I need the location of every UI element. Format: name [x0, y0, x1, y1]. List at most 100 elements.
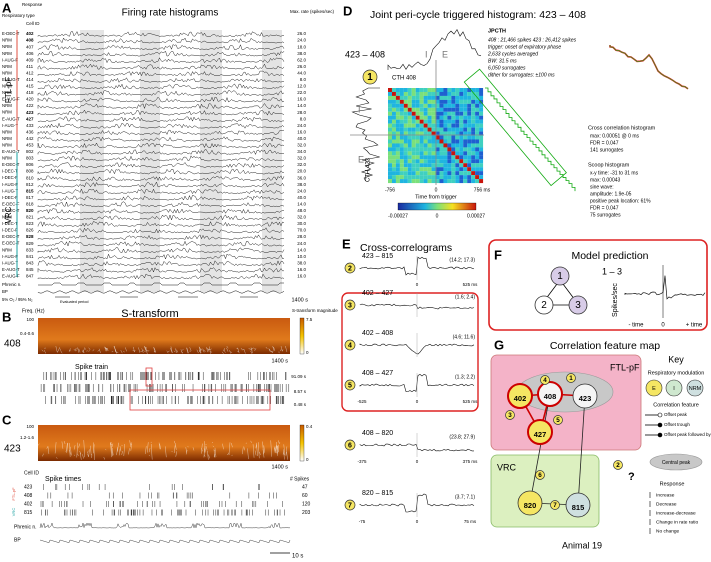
cc-stats: (4.6; 11.6)	[453, 334, 476, 340]
spectro-speckle	[69, 349, 71, 352]
highlight-box	[488, 239, 708, 331]
column-header: Respiratory type	[2, 13, 35, 18]
jpcth-cell	[459, 155, 464, 160]
jpcth-cell	[423, 99, 428, 104]
rate-trace	[37, 227, 285, 234]
max-rate: 28.0	[297, 234, 306, 239]
badge-number: 2	[348, 265, 352, 272]
spectro-speckle	[203, 446, 206, 458]
jpcth-cell	[395, 151, 400, 156]
spectro-speckle	[185, 450, 188, 455]
jpcth-cell	[443, 115, 448, 120]
jpcth-cell	[403, 143, 408, 148]
jpcth-cell	[431, 111, 436, 116]
jpcth-cell	[451, 175, 456, 180]
jpcth-cell	[388, 179, 392, 184]
pair-label: 408 – 427	[362, 370, 393, 377]
spectro-speckle	[73, 445, 76, 450]
jpcth-cell	[459, 175, 464, 180]
jpcth-cell	[427, 179, 432, 184]
rate-trace	[37, 260, 285, 267]
jpcth-cell	[407, 151, 412, 156]
period-label: Evaluated period	[60, 300, 89, 304]
spectro-speckle	[271, 351, 273, 353]
rate-trace	[37, 83, 285, 90]
jpcth-cell	[427, 151, 432, 156]
axis-tick: + time	[686, 323, 703, 329]
jpcth-cell	[399, 139, 404, 144]
spectro-speckle	[111, 445, 113, 457]
jpcth-cell	[435, 159, 440, 164]
spectro-speckle	[88, 449, 90, 458]
jpcth-cell	[443, 91, 448, 96]
rate-trace	[37, 116, 284, 122]
jpcth-cell	[451, 99, 456, 104]
block-line: max: 0.00043	[590, 177, 621, 183]
badge-number: 1	[367, 72, 373, 83]
jpcth-cell	[459, 88, 464, 92]
jpcth-cell	[467, 171, 472, 176]
jpcth-cell	[415, 127, 420, 132]
spectro-speckle	[247, 448, 249, 460]
key-swatch	[686, 379, 704, 397]
jpcth-cell	[399, 103, 404, 108]
jpcth-cell	[423, 155, 428, 160]
spectro-speckle	[270, 350, 273, 353]
jpcth-cell	[447, 139, 452, 144]
spectro-speckle	[150, 441, 152, 443]
spectro-speckle	[206, 347, 209, 353]
spectro-speckle	[70, 446, 72, 456]
max-rate: 20.0	[297, 169, 306, 174]
jpcth-cell	[423, 107, 428, 112]
jpcth-cell	[423, 167, 428, 172]
jpcth-cell	[407, 131, 412, 136]
jpcth-cell	[451, 88, 456, 92]
spectro-speckle	[144, 350, 146, 353]
spectro-speckle	[189, 350, 191, 352]
cell-node	[507, 383, 533, 409]
jpcth-cell	[427, 159, 432, 164]
jpcth-cell	[459, 179, 464, 184]
rate-trace	[37, 57, 285, 64]
spectro-speckle	[201, 448, 203, 452]
max-rate: 14.0	[297, 103, 306, 108]
jpcth-cell	[399, 143, 404, 148]
jpcth-cell	[467, 163, 472, 168]
jpcth-cell	[407, 175, 412, 180]
key-label: Increase-decrease	[656, 510, 696, 516]
resp-type: E-DEC-T	[2, 162, 20, 167]
axis-tick: 756 ms	[474, 187, 491, 193]
jpcth-cell	[415, 159, 420, 164]
spectro-speckle	[204, 441, 206, 452]
jpcth-cell	[427, 139, 432, 144]
scale-label: 0.48 s	[294, 402, 307, 407]
spectro-speckle	[69, 450, 71, 455]
jpcth-cell	[431, 163, 436, 168]
spectro-speckle	[154, 347, 156, 353]
jpcth-cell	[411, 99, 416, 104]
axis-tick: 100	[26, 317, 34, 322]
axis-tick: 0	[416, 399, 419, 404]
spectro-speckle	[175, 348, 177, 353]
jpcth-cell	[423, 171, 428, 176]
spectro-speckle	[180, 349, 183, 354]
correlogram	[359, 256, 475, 276]
badge	[344, 379, 356, 391]
spectro-speckle	[269, 348, 271, 352]
jpcth-cell	[439, 91, 444, 96]
spectro-speckle	[148, 455, 151, 457]
jpcth-cell	[403, 115, 408, 120]
jpcth-cell	[411, 107, 416, 112]
jpcth-cell	[459, 103, 464, 108]
spectro-speckle	[230, 351, 233, 354]
jpcth-cell	[391, 171, 396, 176]
jpcth-cell	[463, 139, 468, 144]
spectro-speckle	[116, 447, 118, 456]
jpcth-cell	[431, 143, 436, 148]
spectro-speckle	[92, 349, 95, 352]
jpcth-cell	[431, 179, 436, 184]
node-label: 423	[579, 394, 592, 403]
resp-type: E-DEC-F	[2, 201, 20, 206]
spectro-speckle	[145, 446, 147, 454]
jpcth-cell	[411, 143, 416, 148]
